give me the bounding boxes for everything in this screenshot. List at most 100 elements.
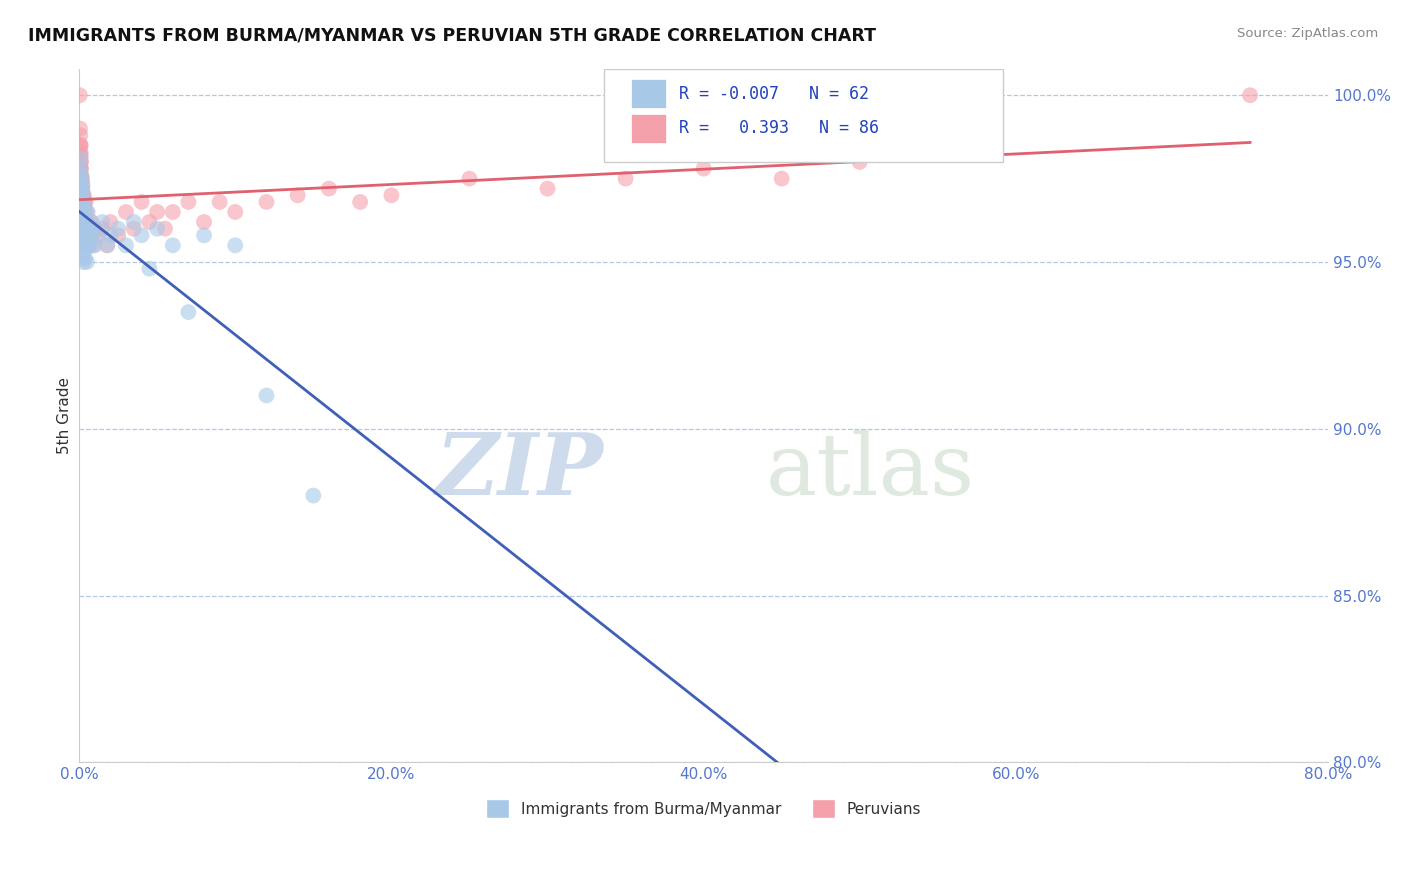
Point bbox=[69, 138, 91, 153]
Point bbox=[302, 489, 325, 503]
Point bbox=[146, 205, 169, 219]
Point bbox=[70, 215, 93, 229]
Point bbox=[75, 194, 97, 209]
Point bbox=[98, 228, 121, 243]
FancyBboxPatch shape bbox=[603, 69, 1004, 162]
Point bbox=[70, 178, 93, 193]
Point bbox=[69, 178, 91, 193]
Point bbox=[73, 188, 96, 202]
Point bbox=[91, 221, 114, 235]
Point bbox=[208, 194, 231, 209]
Point bbox=[80, 228, 103, 243]
Point bbox=[70, 168, 93, 182]
Point bbox=[73, 255, 96, 269]
Point bbox=[69, 121, 91, 136]
Point bbox=[138, 261, 160, 276]
Text: ZIP: ZIP bbox=[436, 429, 603, 513]
Point bbox=[70, 205, 93, 219]
Point bbox=[77, 221, 100, 235]
Point bbox=[73, 211, 96, 226]
Point bbox=[70, 181, 93, 195]
Point bbox=[131, 228, 153, 243]
Point bbox=[69, 161, 91, 176]
Point bbox=[70, 188, 93, 202]
Point bbox=[69, 148, 91, 162]
Point bbox=[72, 178, 94, 193]
Point bbox=[75, 238, 97, 252]
Point bbox=[96, 238, 118, 252]
Point bbox=[82, 238, 104, 252]
Point bbox=[70, 175, 93, 189]
Point bbox=[75, 221, 97, 235]
Point bbox=[69, 188, 91, 202]
Point bbox=[72, 194, 94, 209]
Point bbox=[380, 188, 402, 202]
Point bbox=[77, 238, 100, 252]
Point bbox=[73, 215, 96, 229]
Point bbox=[72, 238, 94, 252]
Point bbox=[79, 238, 101, 252]
Point bbox=[72, 194, 94, 209]
Point bbox=[72, 211, 94, 226]
Point bbox=[177, 305, 200, 319]
Point bbox=[1239, 88, 1261, 103]
Point bbox=[76, 205, 98, 219]
Point bbox=[72, 202, 94, 216]
Point bbox=[692, 161, 714, 176]
Point bbox=[98, 215, 121, 229]
Point bbox=[73, 194, 96, 209]
Point bbox=[70, 194, 93, 209]
Point bbox=[70, 168, 93, 182]
Point bbox=[115, 205, 138, 219]
Point bbox=[72, 215, 94, 229]
Point bbox=[76, 215, 98, 229]
Point bbox=[614, 171, 637, 186]
Text: IMMIGRANTS FROM BURMA/MYANMAR VS PERUVIAN 5TH GRADE CORRELATION CHART: IMMIGRANTS FROM BURMA/MYANMAR VS PERUVIA… bbox=[28, 27, 876, 45]
Point bbox=[83, 238, 105, 252]
Point bbox=[70, 181, 93, 195]
Point bbox=[69, 171, 91, 186]
Point bbox=[77, 238, 100, 252]
Point bbox=[72, 248, 94, 262]
Point bbox=[91, 215, 114, 229]
Point bbox=[80, 215, 103, 229]
Point bbox=[177, 194, 200, 209]
Point bbox=[75, 221, 97, 235]
Point bbox=[69, 148, 91, 162]
Point bbox=[73, 205, 96, 219]
Point bbox=[73, 205, 96, 219]
Point bbox=[70, 221, 93, 235]
Point bbox=[76, 255, 98, 269]
Point bbox=[69, 155, 91, 169]
Point bbox=[107, 221, 129, 235]
Point bbox=[72, 198, 94, 212]
Point bbox=[122, 221, 145, 235]
Point bbox=[72, 208, 94, 222]
Point bbox=[349, 194, 371, 209]
Point bbox=[70, 188, 93, 202]
Point bbox=[770, 171, 793, 186]
Point bbox=[70, 161, 93, 176]
Point bbox=[146, 221, 169, 235]
Point bbox=[69, 161, 91, 176]
Point bbox=[77, 221, 100, 235]
Point bbox=[287, 188, 309, 202]
Point bbox=[69, 138, 91, 153]
Point bbox=[318, 181, 340, 195]
Point bbox=[70, 228, 93, 243]
Point bbox=[72, 228, 94, 243]
Point bbox=[82, 221, 104, 235]
Point bbox=[73, 228, 96, 243]
Point bbox=[73, 205, 96, 219]
Point bbox=[83, 221, 105, 235]
Text: R =   0.393   N = 86: R = 0.393 N = 86 bbox=[679, 120, 879, 137]
Point bbox=[536, 181, 558, 195]
Bar bbox=[631, 113, 666, 143]
Point bbox=[69, 181, 91, 195]
Text: atlas: atlas bbox=[766, 429, 976, 513]
Point bbox=[69, 152, 91, 166]
Point bbox=[69, 181, 91, 195]
Point bbox=[69, 88, 91, 103]
Point bbox=[69, 161, 91, 176]
Point bbox=[70, 205, 93, 219]
